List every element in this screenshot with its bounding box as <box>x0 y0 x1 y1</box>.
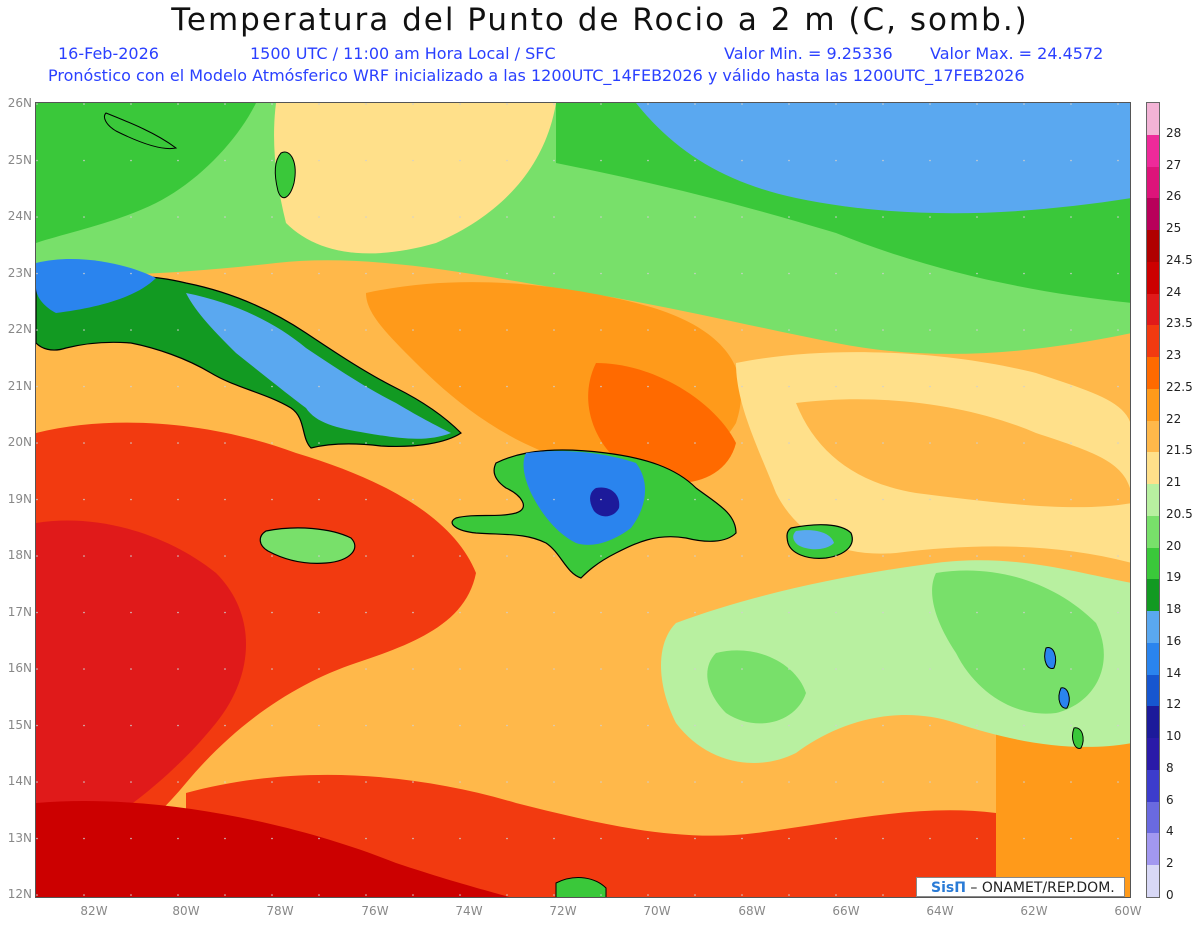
colorbar-segment <box>1147 103 1159 136</box>
credit-text: – ONAMET/REP.DOM. <box>970 880 1115 896</box>
sispi-logo: SisΠ <box>931 880 966 896</box>
colorbar-label: 8 <box>1166 760 1174 775</box>
colorbar <box>1146 102 1160 898</box>
colorbar-segment <box>1147 293 1159 326</box>
colorbar-label: 26 <box>1166 189 1182 204</box>
colorbar-segment <box>1147 865 1159 898</box>
x-tick-66w: 66W <box>832 904 860 918</box>
colorbar-label: 0 <box>1166 888 1174 902</box>
colorbar-label: 24 <box>1166 284 1182 299</box>
colorbar-segment <box>1147 706 1159 739</box>
colorbar-label: 20.5 <box>1166 506 1193 521</box>
y-tick-23n: 23N <box>7 266 32 280</box>
x-tick-78w: 78W <box>266 904 294 918</box>
colorbar-label: 18 <box>1166 602 1182 617</box>
colorbar-segment <box>1147 611 1159 644</box>
colorbar-label: 25 <box>1166 221 1182 236</box>
y-tick-12n: 12N <box>7 887 32 901</box>
x-tick-64w: 64W <box>926 904 954 918</box>
x-tick-62w: 62W <box>1020 904 1048 918</box>
x-tick-82w: 82W <box>80 904 108 918</box>
colorbar-segment <box>1147 325 1159 358</box>
colorbar-label: 28 <box>1166 125 1182 140</box>
colorbar-segment <box>1147 833 1159 866</box>
colorbar-segment <box>1147 801 1159 834</box>
y-tick-19n: 19N <box>7 492 32 506</box>
colorbar-segment <box>1147 515 1159 549</box>
y-tick-24n: 24N <box>7 209 32 223</box>
y-tick-18n: 18N <box>7 548 32 562</box>
colorbar-label: 21 <box>1166 475 1182 490</box>
y-tick-22n: 22N <box>7 322 32 336</box>
colorbar-label: 24.5 <box>1166 252 1193 267</box>
x-tick-68w: 68W <box>738 904 766 918</box>
colorbar-label: 22 <box>1166 411 1182 426</box>
y-tick-20n: 20N <box>7 435 32 449</box>
colorbar-label: 21.5 <box>1166 443 1193 458</box>
x-tick-74w: 74W <box>455 904 483 918</box>
colorbar-label: 2 <box>1166 856 1174 871</box>
date-label: 16-Feb-2026 <box>58 44 159 63</box>
colorbar-label: 23.5 <box>1166 316 1193 331</box>
colorbar-segment <box>1147 674 1159 707</box>
x-tick-70w: 70W <box>643 904 671 918</box>
colorbar-segment <box>1147 198 1159 231</box>
x-tick-72w: 72W <box>549 904 577 918</box>
colorbar-segment <box>1147 579 1159 612</box>
x-tick-76w: 76W <box>361 904 389 918</box>
colorbar-segment <box>1147 769 1159 803</box>
colorbar-label: 10 <box>1166 729 1182 744</box>
colorbar-label: 22.5 <box>1166 379 1193 394</box>
colorbar-segment <box>1147 738 1159 771</box>
colorbar-label: 27 <box>1166 157 1182 172</box>
y-tick-21n: 21N <box>7 379 32 393</box>
y-tick-15n: 15N <box>7 718 32 732</box>
y-tick-14n: 14N <box>7 774 32 788</box>
max-value-label: Valor Max. = 24.4572 <box>930 44 1104 63</box>
colorbar-label: 20 <box>1166 538 1182 553</box>
colorbar-segment <box>1147 420 1159 453</box>
colorbar-segment <box>1147 642 1159 676</box>
colorbar-label: 14 <box>1166 665 1182 680</box>
map-title: Temperatura del Punto de Rocio a 2 m (C,… <box>171 2 1029 38</box>
colorbar-segment <box>1147 134 1159 167</box>
y-tick-16n: 16N <box>7 661 32 675</box>
y-tick-26n: 26N <box>7 96 32 110</box>
y-tick-25n: 25N <box>7 153 32 167</box>
colorbar-segment <box>1147 388 1159 422</box>
colorbar-label: 23 <box>1166 348 1182 363</box>
colorbar-label: 6 <box>1166 792 1174 807</box>
colorbar-segment <box>1147 230 1159 263</box>
min-value-label: Valor Min. = 9.25336 <box>724 44 893 63</box>
colorbar-label: 16 <box>1166 633 1182 648</box>
credit-box: SisΠ – ONAMET/REP.DOM. <box>916 877 1125 897</box>
colorbar-label: 12 <box>1166 697 1182 712</box>
x-tick-60w: 60W <box>1114 904 1142 918</box>
forecast-info: Pronóstico con el Modelo Atmósferico WRF… <box>48 66 1025 85</box>
time-label: 1500 UTC / 11:00 am Hora Local / SFC <box>250 44 556 63</box>
colorbar-segment <box>1147 166 1159 199</box>
y-tick-13n: 13N <box>7 831 32 845</box>
colorbar-label: 19 <box>1166 570 1182 585</box>
colorbar-segment <box>1147 547 1159 580</box>
colorbar-segment <box>1147 452 1159 485</box>
x-tick-80w: 80W <box>172 904 200 918</box>
map-area[interactable] <box>35 102 1131 898</box>
colorbar-segment <box>1147 261 1159 295</box>
y-tick-17n: 17N <box>7 605 32 619</box>
colorbar-segment <box>1147 484 1159 517</box>
colorbar-segment <box>1147 357 1159 390</box>
colorbar-label: 4 <box>1166 824 1174 839</box>
